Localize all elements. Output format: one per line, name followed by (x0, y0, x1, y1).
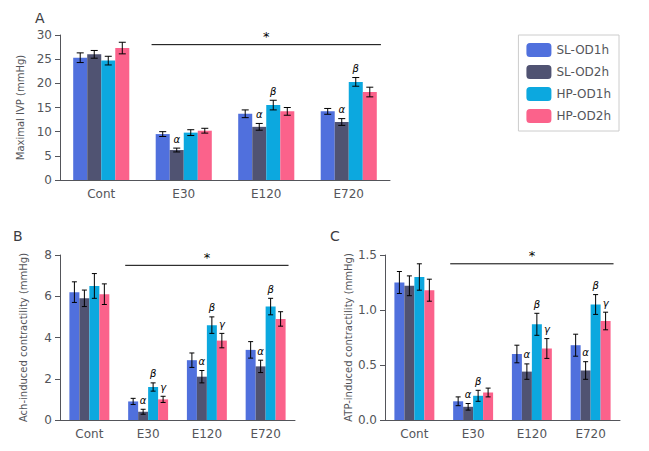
svg-text:15: 15 (37, 101, 52, 115)
svg-text:E720: E720 (334, 187, 365, 201)
svg-text:γ: γ (603, 298, 610, 309)
svg-text:0: 0 (44, 173, 52, 187)
svg-text:α: α (199, 356, 206, 367)
svg-text:5: 5 (44, 149, 52, 163)
svg-text:β: β (269, 86, 277, 97)
svg-text:β: β (591, 280, 599, 291)
svg-text:0.5: 0.5 (358, 358, 377, 372)
svg-text:4: 4 (44, 331, 52, 345)
svg-text:β: β (266, 284, 274, 295)
svg-text:A: A (35, 10, 45, 26)
svg-text:Ach-induced contractility (mmH: Ach-induced contractility (mmHg) (18, 253, 29, 422)
svg-text:*: * (204, 250, 211, 265)
svg-text:γ: γ (544, 324, 551, 335)
svg-text:β: β (208, 302, 216, 313)
svg-text:β: β (352, 63, 360, 74)
svg-text:30: 30 (37, 28, 52, 42)
svg-text:ATP-induced contractility (mmH: ATP-induced contractility (mmHg) (343, 253, 354, 422)
svg-text:1.0: 1.0 (358, 303, 377, 317)
svg-text:β: β (474, 376, 482, 387)
svg-text:*: * (529, 248, 536, 263)
svg-text:SL-OD2h: SL-OD2h (556, 65, 609, 79)
svg-text:10: 10 (37, 125, 52, 139)
svg-text:α: α (173, 134, 180, 145)
svg-text:8: 8 (44, 248, 52, 262)
svg-text:1.5: 1.5 (358, 248, 377, 262)
svg-text:0.0: 0.0 (358, 413, 377, 427)
svg-text:β: β (149, 368, 157, 379)
svg-text:SL-OD1h: SL-OD1h (556, 43, 609, 57)
svg-text:γ: γ (160, 382, 167, 393)
svg-text:20: 20 (37, 76, 52, 90)
svg-text:E120: E120 (192, 427, 223, 441)
svg-text:Maximal IVP (mmHg): Maximal IVP (mmHg) (15, 55, 26, 161)
svg-text:E720: E720 (575, 427, 606, 441)
svg-text:γ: γ (219, 319, 226, 330)
svg-text:α: α (140, 395, 147, 406)
svg-text:α: α (338, 104, 345, 115)
svg-text:α: α (582, 347, 589, 358)
svg-text:E30: E30 (462, 427, 485, 441)
svg-text:2: 2 (44, 372, 52, 386)
svg-text:Cont: Cont (400, 427, 428, 441)
svg-text:25: 25 (37, 52, 52, 66)
svg-text:α: α (257, 346, 264, 357)
svg-text:Cont: Cont (75, 427, 103, 441)
svg-text:α: α (465, 389, 472, 400)
svg-text:HP-OD2h: HP-OD2h (556, 109, 611, 123)
svg-text:E30: E30 (172, 187, 195, 201)
svg-text:β: β (533, 299, 541, 310)
svg-text:E120: E120 (251, 187, 282, 201)
svg-text:α: α (256, 109, 263, 120)
svg-text:6: 6 (44, 289, 52, 303)
svg-text:Cont: Cont (87, 187, 115, 201)
svg-text:E120: E120 (517, 427, 548, 441)
svg-text:HP-OD1h: HP-OD1h (556, 87, 611, 101)
svg-text:α: α (524, 349, 531, 360)
svg-text:B: B (13, 228, 23, 244)
svg-text:0: 0 (44, 413, 52, 427)
svg-text:*: * (263, 29, 270, 44)
svg-text:E30: E30 (137, 427, 160, 441)
svg-text:C: C (330, 228, 340, 244)
svg-text:E720: E720 (250, 427, 281, 441)
